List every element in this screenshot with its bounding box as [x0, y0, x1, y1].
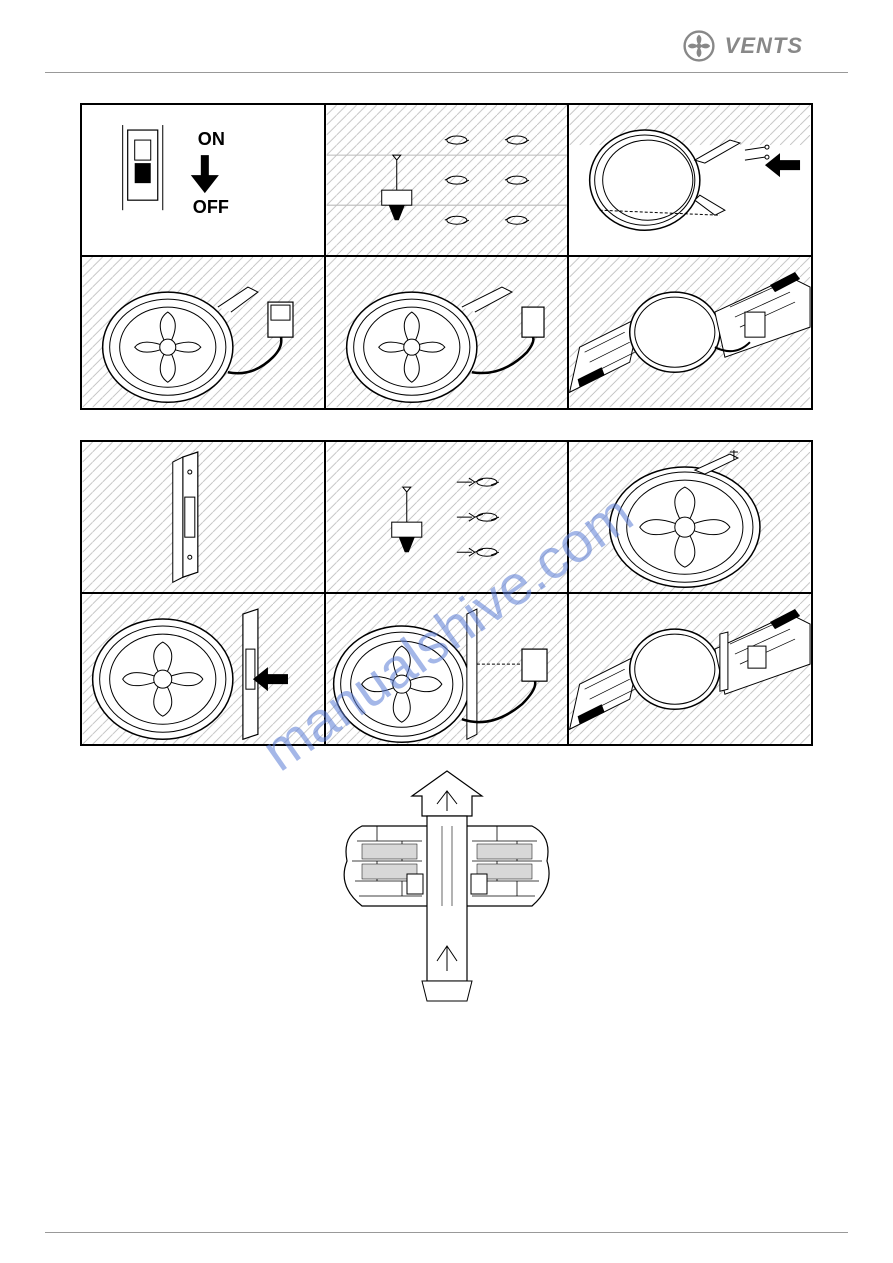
on-label: ON [198, 129, 225, 149]
step-attach-bracket [568, 104, 812, 256]
wall-passthrough-diagram [307, 766, 587, 1006]
page-header: VENTS [45, 0, 848, 73]
installation-grid-1: ON OFF [80, 103, 813, 410]
step-connect-ducts-2 [568, 593, 812, 745]
step-connect-ducts [568, 256, 812, 408]
step-drill-holes-2 [325, 441, 569, 593]
step-fan-on-bracket [568, 441, 812, 593]
brand-logo: VENTS [683, 30, 803, 62]
brand-name: VENTS [725, 33, 803, 59]
step-power-off: ON OFF [81, 104, 325, 256]
page-footer [45, 1232, 848, 1233]
installation-grid-2 [80, 440, 813, 747]
step-drill-holes [325, 104, 569, 256]
step-wire-connection [325, 593, 569, 745]
off-label: OFF [193, 197, 229, 217]
step-vertical-rail [81, 441, 325, 593]
fan-logo-icon [683, 30, 715, 62]
step-wire-fan [81, 256, 325, 408]
step-insert-fan [81, 593, 325, 745]
step-mount-fan [325, 256, 569, 408]
